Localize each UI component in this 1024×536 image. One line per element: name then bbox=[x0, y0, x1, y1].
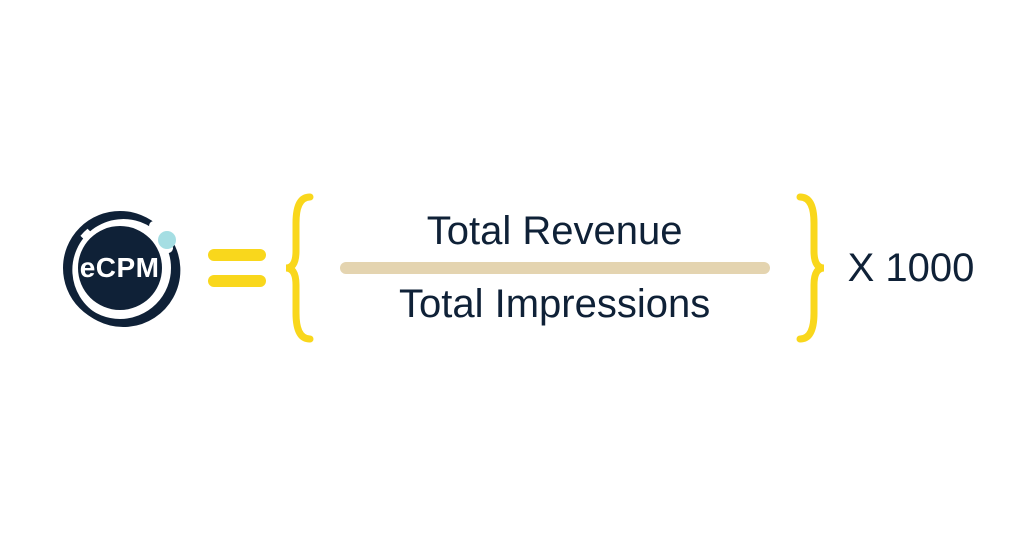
equals-sign bbox=[208, 249, 266, 287]
equals-bar-top bbox=[208, 249, 266, 261]
left-brace-icon bbox=[284, 193, 314, 343]
right-brace-icon bbox=[796, 193, 826, 343]
denominator: Total Impressions bbox=[399, 282, 710, 327]
ecpm-formula: eCPM Total Revenue Total Impressions X 1… bbox=[50, 193, 975, 343]
badge-label: eCPM bbox=[80, 252, 160, 284]
fraction-line bbox=[340, 262, 770, 274]
equals-bar-bottom bbox=[208, 275, 266, 287]
multiplier: X 1000 bbox=[848, 246, 975, 291]
ecpm-badge: eCPM bbox=[50, 198, 190, 338]
numerator: Total Revenue bbox=[427, 209, 683, 254]
fraction: Total Revenue Total Impressions bbox=[332, 209, 778, 327]
